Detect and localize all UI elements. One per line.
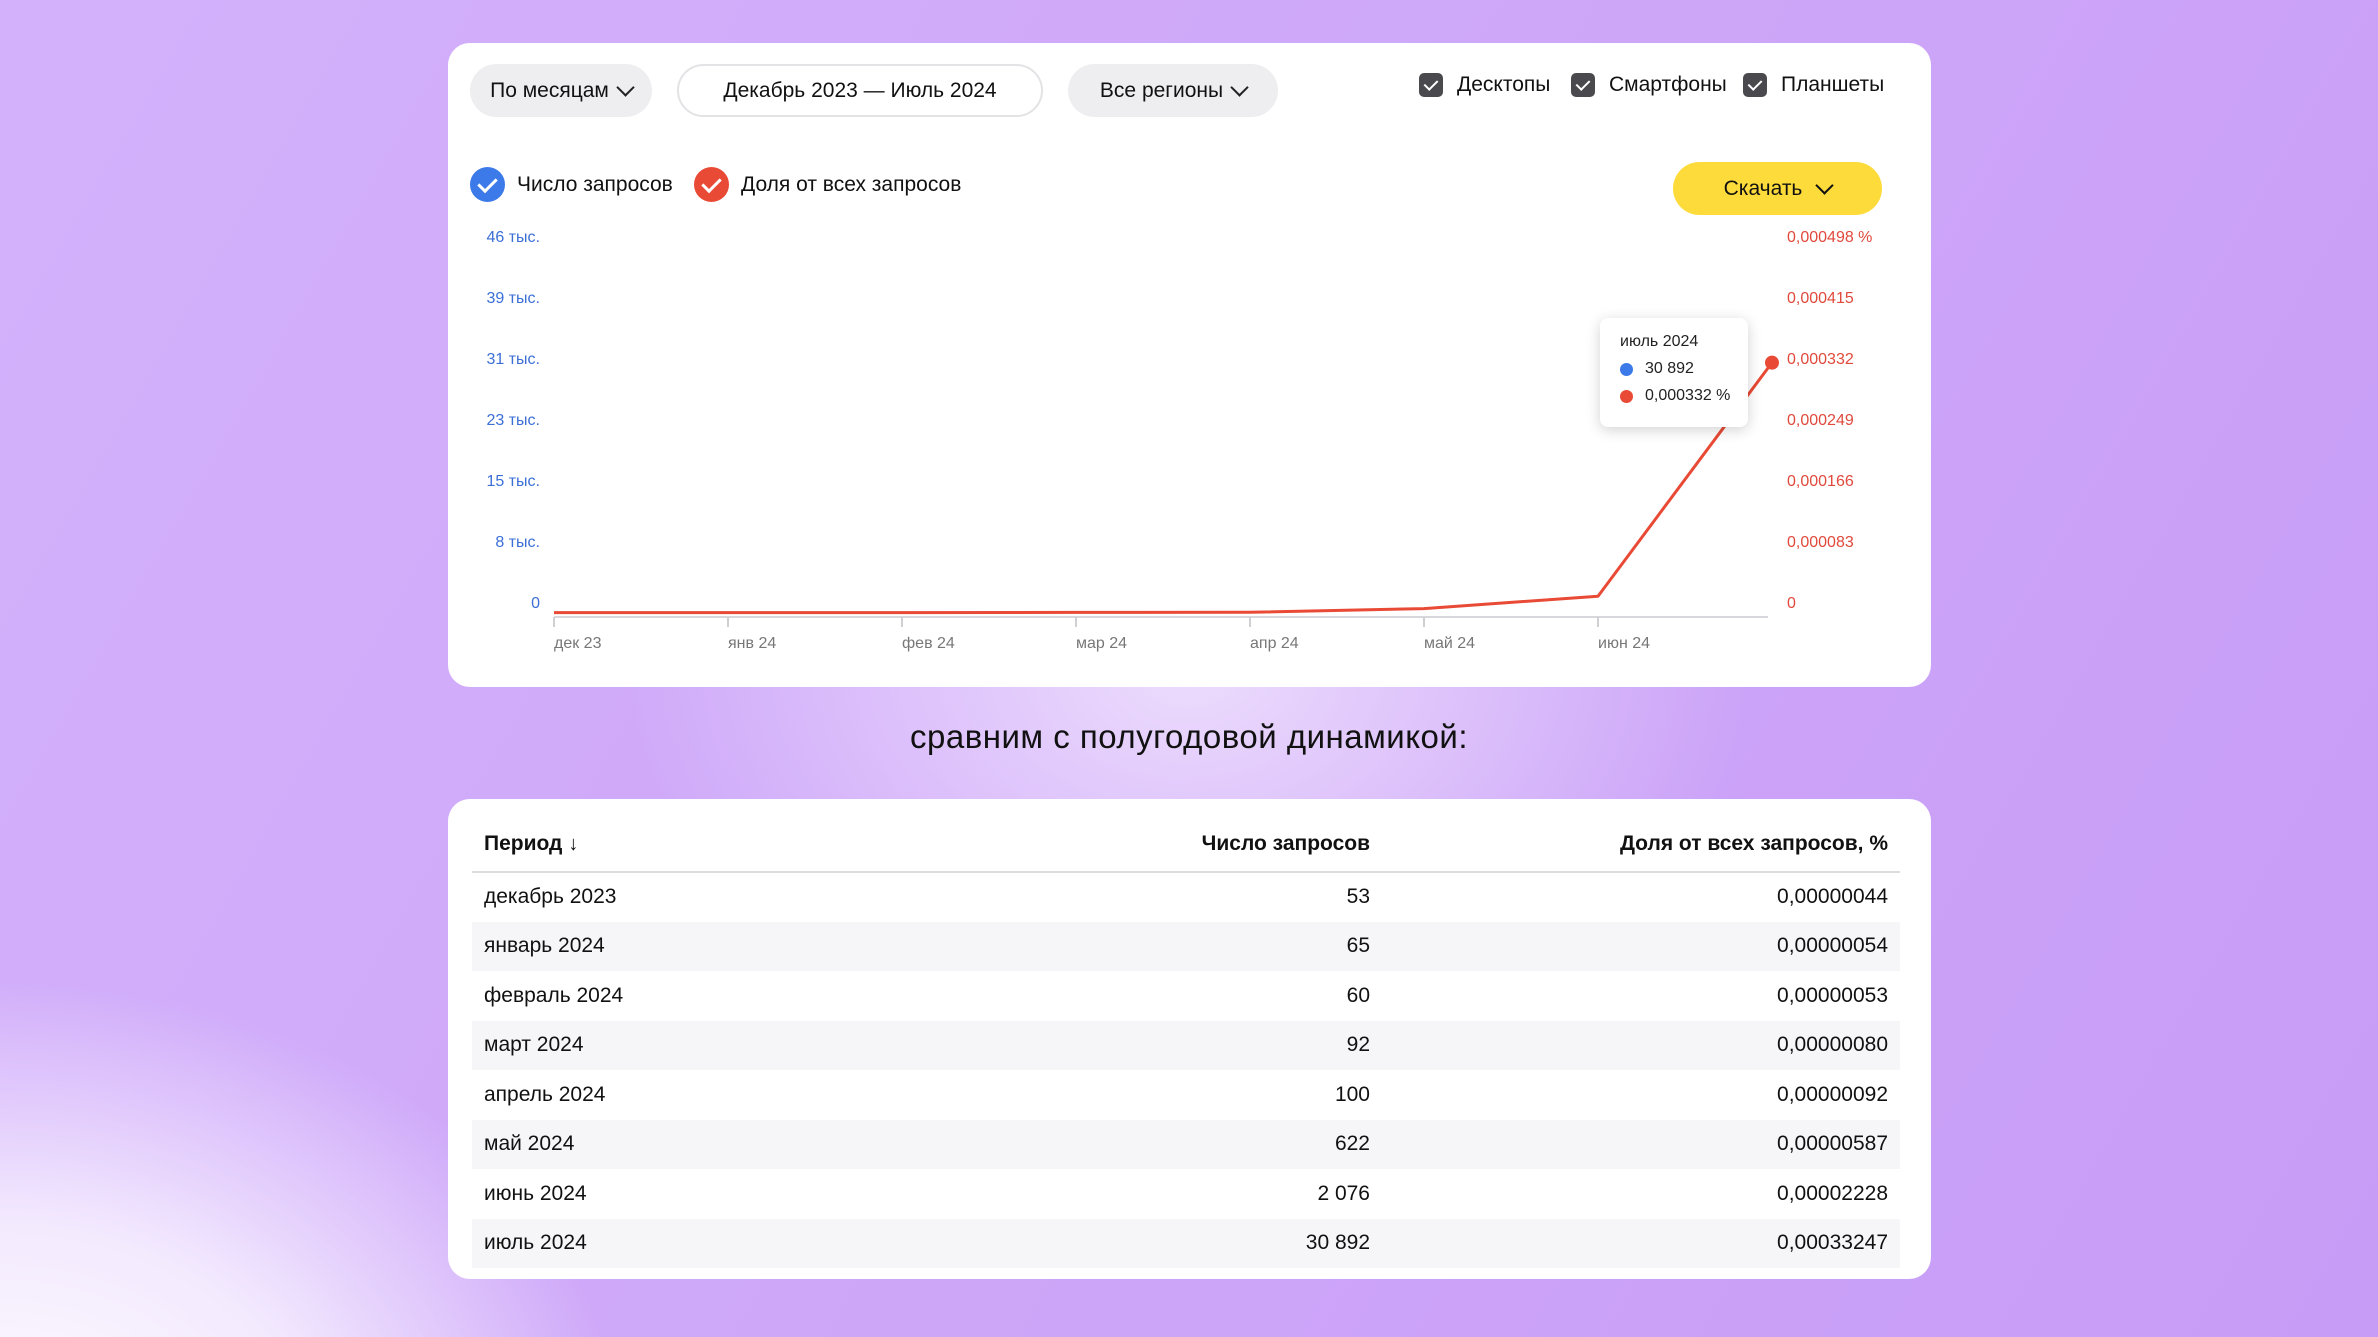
sort-arrow-down-icon: ↓	[568, 833, 579, 855]
column-header-share[interactable]: Доля от всех запросов, %	[1370, 817, 1900, 873]
cell-share: 0,00000054	[1370, 921, 1900, 971]
cell-requests: 2 076	[1317, 1181, 1370, 1205]
legend-requests-label: Число запросов	[517, 172, 673, 196]
y-axis-right: 0,000498 % 0,000415 0,000332 0,000249 0,…	[1787, 43, 1907, 687]
data-table: Период ↓ Число запросов Доля от всех запр…	[472, 817, 1900, 1268]
date-range-label: Декабрь 2023 — Июль 2024	[723, 78, 997, 102]
table-row: июль 2024 30 892 0,00033247	[472, 1218, 1900, 1268]
cell-share: 0,00000080	[1370, 1020, 1900, 1070]
cell-requests: 30 892	[990, 1218, 1370, 1268]
tooltip-title: июль 2024	[1620, 333, 1699, 350]
table-row: февраль 2024 60 0,00000053	[472, 971, 1900, 1021]
table-card: Период ↓ Число запросов Доля от всех запр…	[448, 799, 1931, 1279]
download-button[interactable]: Скачать	[1673, 162, 1882, 215]
table-row: май 2024 622 0,00000587	[472, 1119, 1900, 1169]
cell-period: май 2024	[472, 1119, 990, 1169]
red-dot-icon	[1620, 389, 1633, 403]
column-header-requests[interactable]: Число запросов	[990, 817, 1370, 873]
cell-share: 0,00000053	[1777, 983, 1888, 1007]
y-left-tick: 46 тыс.	[486, 229, 540, 246]
period-select[interactable]: По месяцам	[470, 64, 652, 117]
tooltip-requests: 30 892	[1645, 360, 1694, 377]
y-right-tick: 0,000249	[1787, 412, 1854, 429]
cell-requests: 65	[990, 921, 1370, 971]
x-tick: мар 24	[1076, 635, 1128, 652]
legend-share-label: Доля от всех запросов	[741, 172, 962, 196]
table-row: январь 2024 65 0,00000054	[472, 921, 1900, 971]
y-right-tick: 0,000498 %	[1787, 229, 1873, 246]
download-button-label: Скачать	[1723, 176, 1803, 200]
date-range-picker[interactable]: Декабрь 2023 — Июль 2024	[677, 64, 1043, 117]
chart-card: По месяцам Декабрь 2023 — Июль 2024 Все …	[448, 43, 1931, 687]
table-row: декабрь 2023 53 0,00000044	[472, 872, 1900, 922]
y-right-tick: 0,000332	[1787, 351, 1854, 368]
cell-period: февраль 2024	[484, 983, 624, 1007]
cell-share: 0,00000092	[1777, 1082, 1888, 1106]
x-tick: апр 24	[1250, 635, 1299, 652]
line-chart	[553, 355, 1779, 627]
section-subtitle: сравним с полугодовой динамикой:	[910, 718, 1468, 755]
checkbox-checked-icon	[1571, 73, 1595, 97]
y-left-tick: 31 тыс.	[486, 351, 540, 368]
region-select[interactable]: Все регионы	[1068, 64, 1278, 117]
y-right-tick: 0,000415	[1787, 290, 1854, 307]
cell-share: 0,00000587	[1370, 1119, 1900, 1169]
cell-requests: 100	[1334, 1082, 1370, 1106]
legend-requests-toggle[interactable]: Число запросов	[470, 167, 673, 202]
cell-period: январь 2024	[472, 921, 990, 971]
table-row: март 2024 92 0,00000080	[472, 1020, 1900, 1070]
cell-requests: 622	[990, 1119, 1370, 1169]
chart-tooltip: июль 2024 30 892 0,000332 %	[1600, 318, 1748, 427]
cell-requests: 60	[1346, 983, 1370, 1007]
device-desktop-label: Десктопы	[1457, 73, 1551, 96]
region-select-label: Все регионы	[1099, 78, 1224, 102]
table-row: июнь 2024 2 076 0,00002228	[472, 1169, 1900, 1219]
cell-share: 0,00002228	[1777, 1181, 1888, 1205]
x-tick: июн 24	[1598, 635, 1651, 652]
y-right-tick: 0,000083	[1787, 534, 1854, 551]
y-left-tick: 23 тыс.	[486, 412, 540, 429]
column-header-period[interactable]: Период ↓	[472, 817, 990, 873]
cell-requests: 53	[1346, 885, 1370, 909]
checkbox-checked-icon	[1743, 73, 1767, 97]
cell-requests: 92	[990, 1020, 1370, 1070]
y-left-tick: 15 тыс.	[486, 473, 540, 490]
x-tick: янв 24	[728, 635, 777, 652]
period-select-label: По месяцам	[490, 78, 609, 102]
cell-share: 0,00033247	[1370, 1218, 1900, 1268]
blue-dot-icon	[1620, 362, 1633, 376]
y-left-tick: 39 тыс.	[486, 290, 540, 307]
cell-period: апрель 2024	[484, 1082, 606, 1106]
y-left-tick: 0	[531, 595, 540, 612]
checkbox-checked-icon	[1419, 73, 1443, 97]
check-circle-icon	[694, 167, 729, 202]
cell-period: декабрь 2023	[484, 885, 617, 909]
cell-period: июль 2024	[472, 1218, 990, 1268]
x-tick: дек 23	[554, 635, 602, 652]
check-circle-icon	[470, 167, 505, 202]
cell-period: июнь 2024	[484, 1181, 587, 1205]
y-axis-left: 46 тыс. 39 тыс. 31 тыс. 23 тыс. 15 тыс. …	[448, 43, 540, 687]
table-header-row: Период ↓ Число запросов Доля от всех запр…	[472, 817, 1900, 873]
tooltip-share: 0,000332 %	[1645, 387, 1731, 404]
device-tablet-checkbox[interactable]: Планшеты	[1743, 73, 1884, 97]
y-right-tick: 0,000166	[1787, 473, 1854, 490]
legend-share-toggle[interactable]: Доля от всех запросов	[694, 167, 961, 202]
series-line-share	[553, 361, 1774, 615]
device-smartphone-checkbox[interactable]: Смартфоны	[1571, 73, 1727, 97]
y-right-tick: 0	[1787, 595, 1796, 612]
table-row: апрель 2024 100 0,00000092	[472, 1070, 1900, 1120]
y-left-tick: 8 тыс.	[495, 534, 540, 551]
device-smartphone-label: Смартфоны	[1609, 73, 1727, 96]
column-header-period-label: Период	[484, 832, 563, 855]
device-tablet-label: Планшеты	[1781, 73, 1885, 96]
device-desktop-checkbox[interactable]: Десктопы	[1419, 73, 1550, 97]
x-tick: фев 24	[902, 635, 955, 652]
x-tick: май 24	[1424, 635, 1476, 652]
cell-period: март 2024	[472, 1020, 990, 1070]
cell-share: 0,00000044	[1777, 885, 1888, 909]
data-point[interactable]	[1765, 355, 1779, 370]
